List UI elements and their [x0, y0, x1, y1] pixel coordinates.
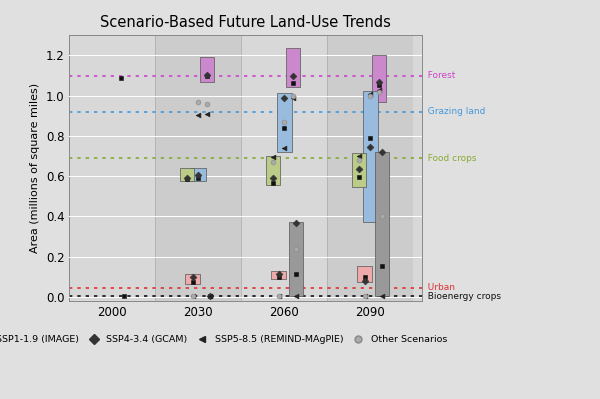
- Title: Scenario-Based Future Land-Use Trends: Scenario-Based Future Land-Use Trends: [100, 15, 391, 30]
- Bar: [363, 91, 377, 222]
- Bar: [180, 168, 194, 181]
- Bar: [266, 156, 280, 185]
- Bar: [271, 271, 286, 279]
- Text: Forest: Forest: [422, 71, 455, 80]
- Text: Grazing land: Grazing land: [422, 107, 485, 116]
- Bar: [70, 36, 155, 301]
- Text: Bioenergy crops: Bioenergy crops: [422, 292, 501, 301]
- Bar: [277, 93, 292, 152]
- Bar: [155, 36, 241, 301]
- Legend: SSP1-1.9 (IMAGE), SSP4-3.4 (GCAM), SSP5-8.5 (REMIND-MAgPIE), Other Scenarios: SSP1-1.9 (IMAGE), SSP4-3.4 (GCAM), SSP5-…: [0, 332, 451, 348]
- Bar: [372, 55, 386, 102]
- Bar: [289, 222, 303, 296]
- Bar: [358, 266, 372, 282]
- Bar: [286, 48, 300, 87]
- Bar: [352, 153, 366, 187]
- Text: Food crops: Food crops: [422, 154, 476, 162]
- Bar: [200, 57, 214, 82]
- Text: Urban: Urban: [422, 283, 455, 292]
- Bar: [191, 168, 206, 181]
- Y-axis label: Area (millions of square miles): Area (millions of square miles): [30, 83, 40, 253]
- Bar: [241, 36, 328, 301]
- Bar: [328, 36, 413, 301]
- Bar: [374, 152, 389, 296]
- Bar: [185, 274, 200, 284]
